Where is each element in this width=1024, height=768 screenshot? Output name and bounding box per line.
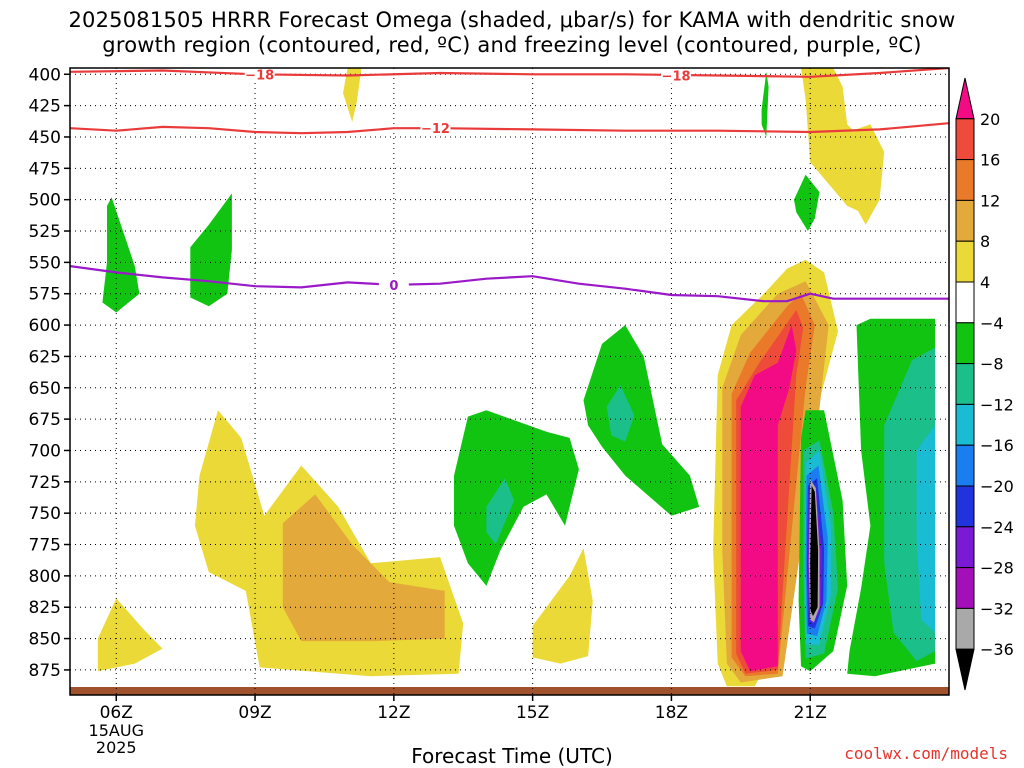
omega-region-18 bbox=[761, 71, 769, 137]
colorbar-swatch-9 bbox=[955, 444, 975, 487]
chart-title-line-2: growth region (contoured, red, ºC) and f… bbox=[102, 33, 922, 57]
colorbar-label-9: −20 bbox=[980, 477, 1014, 496]
y-tick-label-425: 425 bbox=[29, 97, 61, 117]
contour-label-1-0: −12 bbox=[421, 122, 450, 137]
x-tick-label-21Z: 21Z bbox=[794, 703, 827, 723]
colorbar-label-0: 20 bbox=[980, 110, 1000, 129]
colorbar-label-7: −12 bbox=[980, 395, 1014, 414]
omega-region-4 bbox=[343, 68, 362, 122]
y-tick-label-700: 700 bbox=[29, 441, 61, 461]
colorbar-label-13: −36 bbox=[980, 640, 1014, 659]
colorbar-label-3: 8 bbox=[980, 232, 990, 251]
y-tick-label-875: 875 bbox=[29, 661, 61, 681]
y-tick-label-625: 625 bbox=[29, 347, 61, 367]
colorbar-label-8: −16 bbox=[980, 436, 1014, 455]
colorbar-swatch-4 bbox=[955, 240, 975, 283]
colorbar-swatch-5 bbox=[955, 281, 975, 324]
omega-region-16 bbox=[583, 325, 700, 516]
colorbar-label-10: −24 bbox=[980, 518, 1014, 537]
omega-region-14 bbox=[454, 410, 579, 586]
colorbar-label-12: −32 bbox=[980, 599, 1014, 618]
y-tick-label-775: 775 bbox=[29, 536, 61, 556]
contour-label-0-0: −18 bbox=[245, 68, 274, 83]
x-tick-sublabel-1: 2025 bbox=[96, 738, 137, 757]
colorbar-swatch-6 bbox=[955, 322, 975, 365]
x-tick-label-18Z: 18Z bbox=[655, 703, 688, 723]
y-tick-label-850: 850 bbox=[29, 630, 61, 650]
y-tick-label-825: 825 bbox=[29, 598, 61, 618]
omega-region-23 bbox=[916, 425, 936, 633]
colorbar-swatch-7 bbox=[955, 363, 975, 405]
y-tick-label-450: 450 bbox=[29, 128, 61, 148]
colorbar-label-6: −8 bbox=[980, 355, 1004, 374]
credit-text: coolwx.com/models bbox=[844, 744, 1008, 763]
colorbar-swatch-2 bbox=[955, 159, 975, 201]
contour-lines: −18 −18 −12 0 bbox=[70, 68, 949, 303]
omega-region-17 bbox=[606, 385, 635, 442]
omega-region-0 bbox=[97, 598, 163, 672]
omega-region-11 bbox=[740, 325, 797, 672]
ground-strip bbox=[70, 687, 949, 695]
colorbar: 20 16 12 8 4 −4 −8 −12 −16 −20 −24 −28 −32 −36 bbox=[955, 77, 1014, 691]
colorbar-label-2: 12 bbox=[980, 191, 1000, 210]
chart-title-line-1: 2025081505 HRRR Forecast Omega (shaded, … bbox=[68, 8, 956, 32]
colorbar-swatch-11 bbox=[955, 526, 975, 569]
x-axis-label: Forecast Time (UTC) bbox=[411, 744, 613, 768]
ground-bar bbox=[70, 687, 949, 695]
x-tick-label-06Z: 06Z bbox=[100, 703, 133, 723]
y-tick-label-675: 675 bbox=[29, 410, 61, 430]
contour-line-1 bbox=[70, 122, 949, 135]
omega-region-12 bbox=[102, 197, 140, 313]
omega-region-30 bbox=[810, 485, 819, 616]
omega-region-19 bbox=[794, 174, 820, 231]
y-tick-label-400: 400 bbox=[29, 65, 61, 85]
colorbar-swatch-1 bbox=[955, 118, 975, 161]
contour-line-0 bbox=[70, 68, 949, 78]
x-tick-label-09Z: 09Z bbox=[238, 703, 271, 723]
colorbar-label-11: −28 bbox=[980, 559, 1014, 578]
x-tick-label-12Z: 12Z bbox=[377, 703, 410, 723]
colorbar-swatch-12 bbox=[955, 567, 975, 609]
y-tick-label-575: 575 bbox=[29, 285, 61, 305]
y-tick-label-800: 800 bbox=[29, 567, 61, 587]
y-tick-label-750: 750 bbox=[29, 504, 61, 524]
colorbar-label-4: 4 bbox=[980, 273, 990, 292]
y-tick-label-725: 725 bbox=[29, 473, 61, 493]
y-tick-label-550: 550 bbox=[29, 253, 61, 273]
x-tick-sublabel-0: 15AUG bbox=[89, 721, 144, 740]
contour-label-bg-2-0 bbox=[378, 276, 409, 293]
omega-region-13 bbox=[190, 193, 232, 307]
y-tick-label-650: 650 bbox=[29, 379, 61, 399]
omega-shading bbox=[97, 68, 936, 687]
plot-frame bbox=[69, 67, 950, 696]
y-tick-label-500: 500 bbox=[29, 191, 61, 211]
omega-region-15 bbox=[486, 478, 515, 545]
colorbar-swatch-8 bbox=[955, 403, 975, 446]
y-tick-label-600: 600 bbox=[29, 316, 61, 336]
contour-label-2-0: 0 bbox=[389, 279, 398, 294]
colorbar-swatch-3 bbox=[955, 199, 975, 242]
x-tick-label-15Z: 15Z bbox=[516, 703, 549, 723]
colorbar-swatch-13 bbox=[955, 607, 975, 650]
colorbar-label-5: −4 bbox=[980, 314, 1004, 333]
omega-region-2 bbox=[282, 494, 445, 642]
colorbar-label-1: 16 bbox=[980, 151, 1000, 170]
contour-line-2 bbox=[70, 265, 949, 303]
contour-label-0-1: −18 bbox=[662, 70, 691, 85]
colorbar-swatch-10 bbox=[955, 485, 975, 528]
y-tick-label-475: 475 bbox=[29, 159, 61, 179]
contour-label-bg-0-0 bbox=[244, 68, 275, 83]
y-axis: 400 425 450 475 500 525 550 575 600 625 650 675 700 7… bbox=[29, 65, 70, 681]
colorbar-cap-bottom bbox=[955, 648, 975, 691]
omega-region-3 bbox=[532, 548, 593, 664]
colorbar-cap-top bbox=[955, 77, 975, 120]
contour-label-bg-1-0 bbox=[420, 120, 451, 137]
omega-region-6 bbox=[833, 124, 885, 225]
contour-label-bg-0-1 bbox=[661, 68, 692, 84]
y-tick-label-525: 525 bbox=[29, 222, 61, 242]
